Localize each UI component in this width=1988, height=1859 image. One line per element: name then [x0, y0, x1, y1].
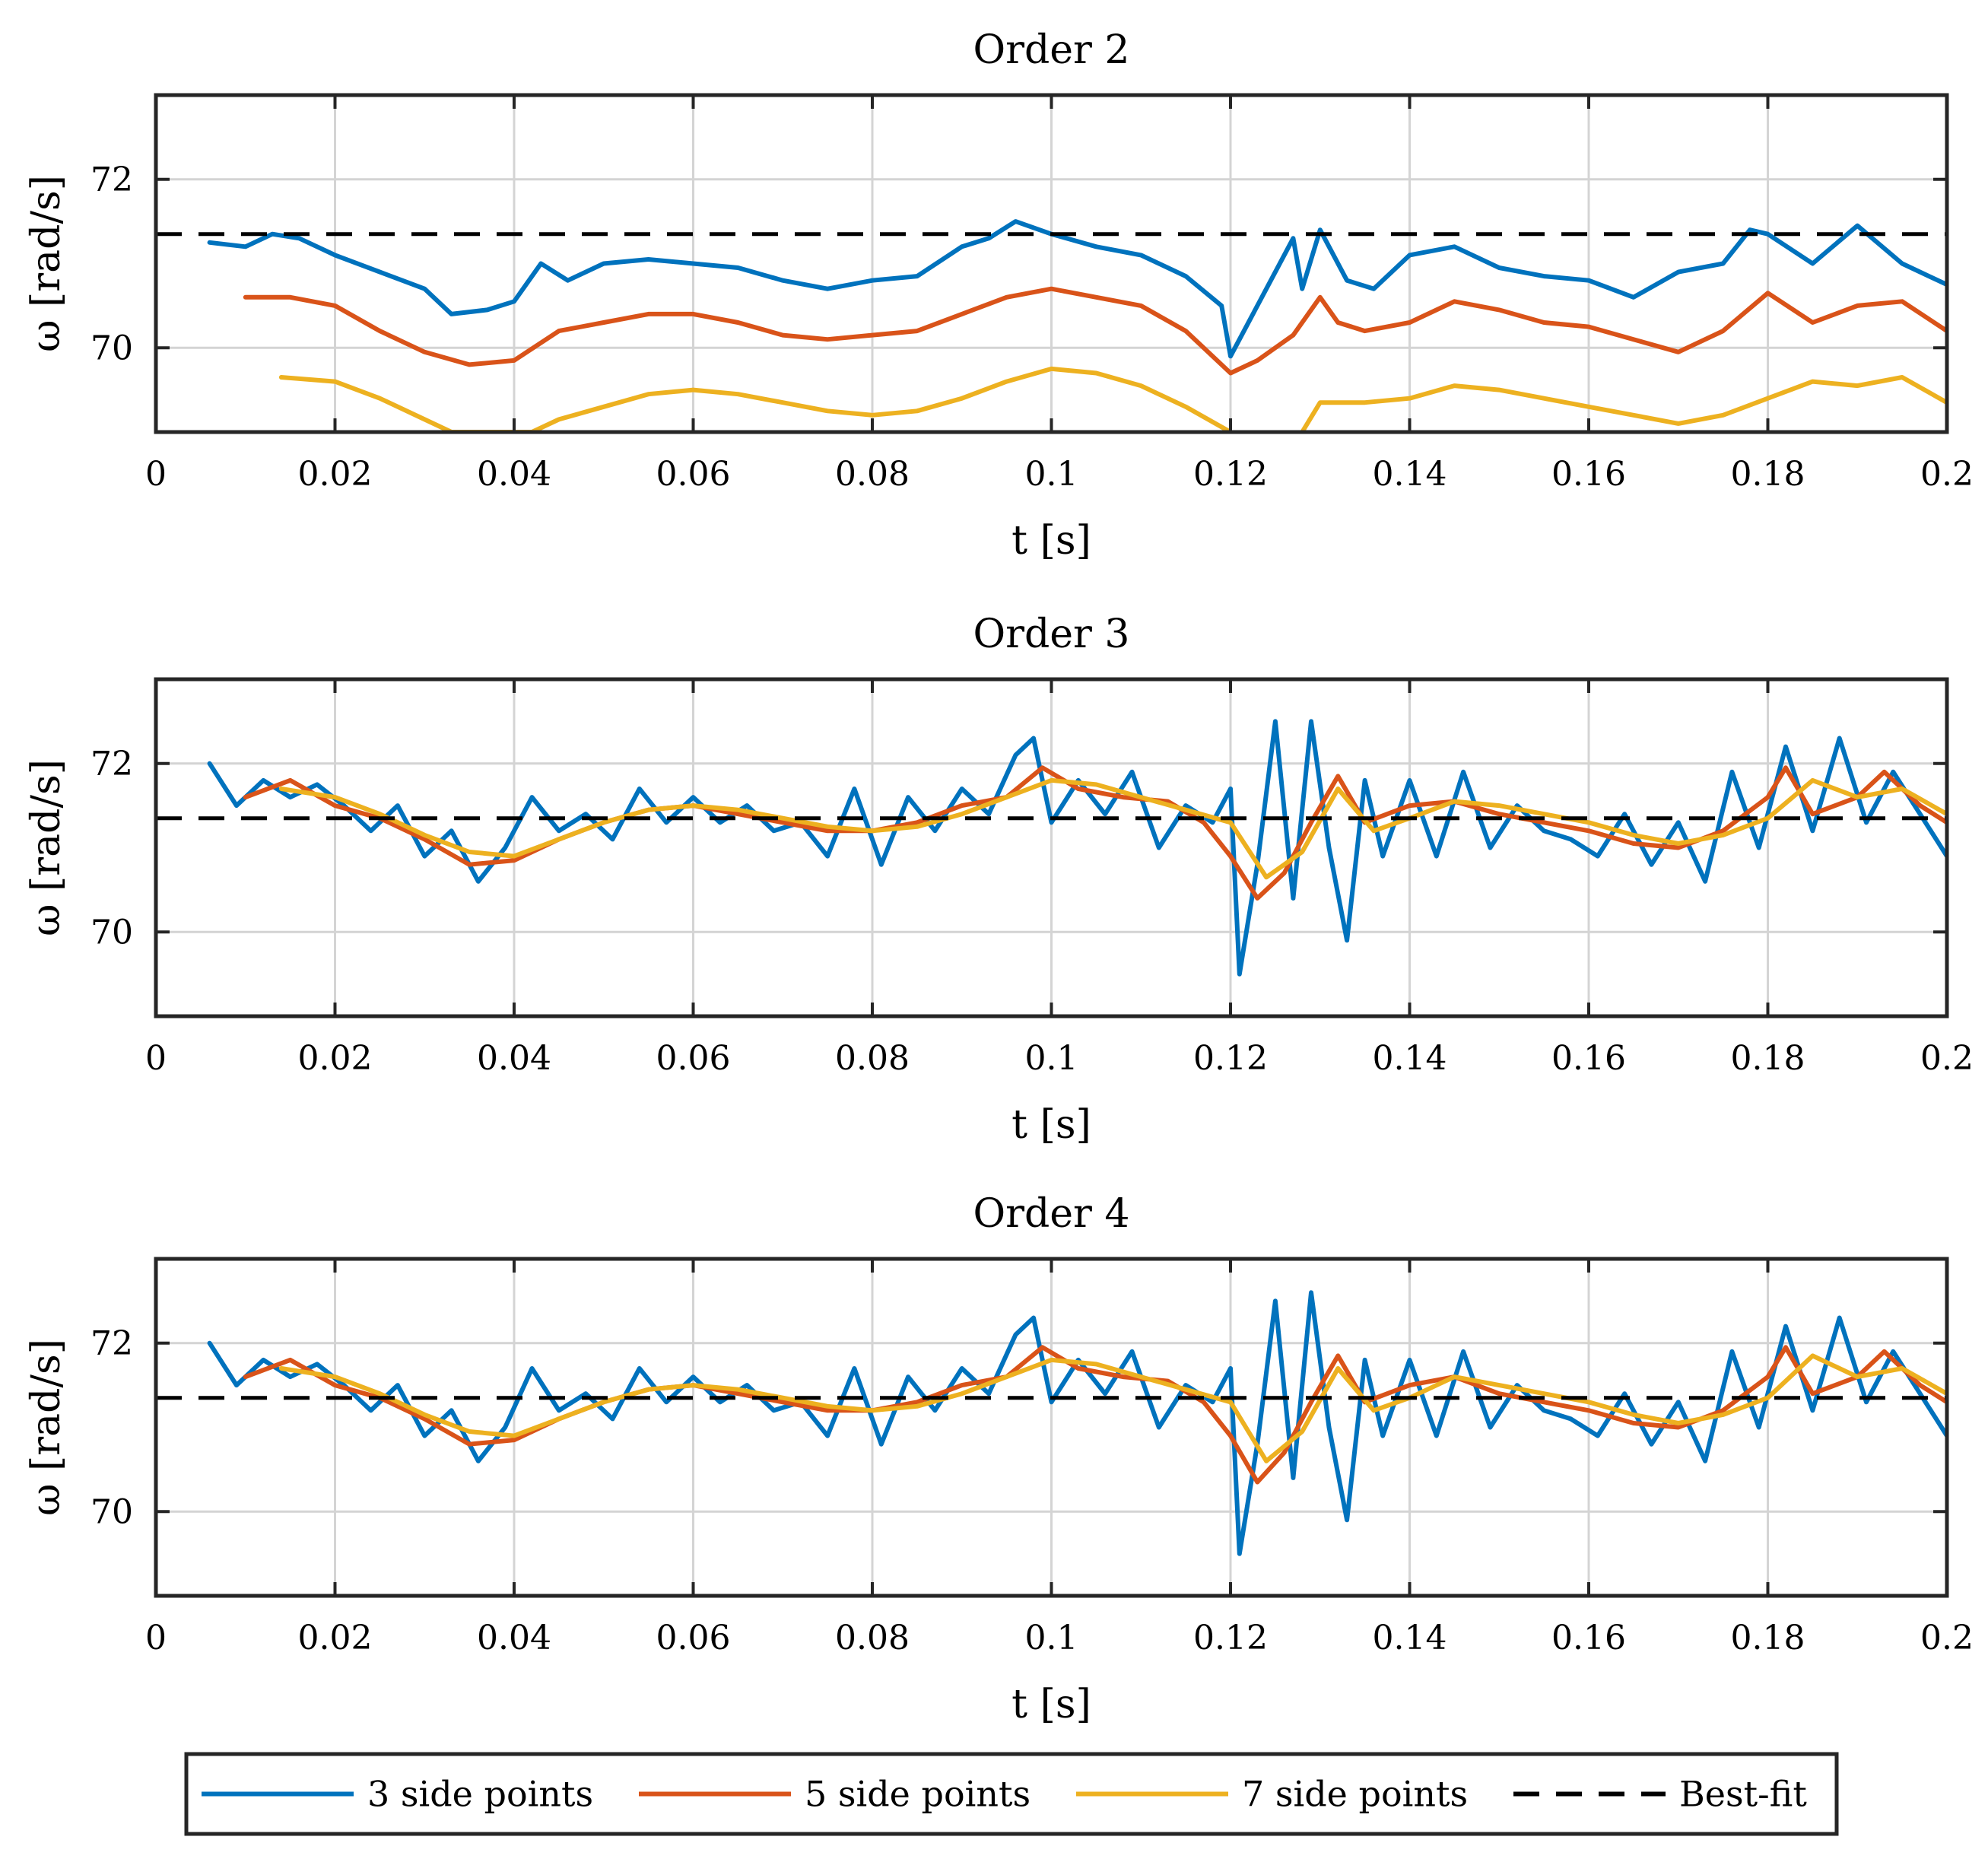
x-tick-label: 0.08 — [835, 455, 910, 494]
legend-label-1: 3 side points — [367, 1774, 593, 1815]
x-tick-label: 0.18 — [1731, 1619, 1805, 1657]
legend-label-4: Best-fit — [1679, 1774, 1807, 1815]
y-axis-label: ω [rad/s] — [24, 175, 69, 352]
x-tick-label: 0 — [145, 455, 167, 494]
x-axis-label: t [s] — [1011, 1102, 1091, 1148]
legend: 3 side points 5 side points 7 side points B… — [184, 1752, 1839, 1836]
series-line-5-side-points — [243, 765, 1947, 901]
x-tick-label: 0.18 — [1731, 1039, 1805, 1078]
series-group — [156, 219, 1947, 432]
x-tick-label: 0.18 — [1731, 455, 1805, 494]
x-tick-label: 0.12 — [1193, 1619, 1268, 1657]
x-tick-label: 0.02 — [298, 455, 373, 494]
series-line-5-side-points — [243, 1345, 1947, 1485]
x-tick-label: 0.06 — [656, 455, 731, 494]
y-tick-label: 72 — [91, 745, 133, 783]
chart-panel-2: 0 0.02 0.04 0.06 0.08 0.1 0.12 0.14 0.16 0.18 0.2 7… — [24, 612, 1974, 1148]
x-tick-label: 0.04 — [477, 1039, 551, 1078]
x-tick-label: 0.12 — [1193, 1039, 1268, 1078]
series-line-5-side-points — [243, 286, 1947, 376]
legend-label-2: 5 side points — [805, 1774, 1031, 1815]
x-tick-label: 0.1 — [1025, 455, 1078, 494]
x-tick-label: 0.08 — [835, 1039, 910, 1078]
chart-panel-3: 0 0.02 0.04 0.06 0.08 0.1 0.12 0.14 0.16 0.18 0.2 7… — [24, 1191, 1974, 1727]
x-tick-label: 0.2 — [1920, 455, 1974, 494]
series-line-7-side-points — [278, 1353, 1947, 1463]
y-axis-label: ω [rad/s] — [24, 1339, 69, 1516]
x-tick-label: 0.1 — [1025, 1039, 1078, 1078]
chart-title: Order 3 — [973, 612, 1129, 657]
x-axis-label: t [s] — [1011, 1682, 1091, 1727]
x-tick-label: 0 — [145, 1619, 167, 1657]
y-tick-label: 70 — [91, 329, 133, 367]
series-line-7-side-points — [278, 366, 1947, 432]
x-tick-label: 0.02 — [298, 1039, 373, 1078]
x-tick-label: 0.16 — [1551, 1619, 1626, 1657]
chart-title: Order 2 — [973, 27, 1129, 73]
x-tick-label: 0.12 — [1193, 455, 1268, 494]
x-tick-label: 0.06 — [656, 1039, 731, 1078]
x-tick-label: 0.06 — [656, 1619, 731, 1657]
series-line-3-side-points — [207, 219, 1947, 359]
chart-title: Order 4 — [973, 1191, 1129, 1237]
x-tick-label: 0.14 — [1373, 1039, 1447, 1078]
y-tick-label: 70 — [91, 913, 133, 952]
x-tick-label: 0 — [145, 1039, 167, 1078]
series-line-3-side-points — [207, 719, 1947, 977]
y-tick-label: 72 — [91, 1324, 133, 1363]
series-group — [156, 719, 1947, 977]
x-tick-label: 0.2 — [1920, 1039, 1974, 1078]
x-tick-label: 0.16 — [1551, 1039, 1626, 1078]
x-tick-label: 0.02 — [298, 1619, 373, 1657]
x-axis-label: t [s] — [1011, 518, 1091, 564]
chart-panel-1: 0 0.02 0.04 0.06 0.08 0.1 0.12 0.14 0.16 0.18 0.2 7… — [24, 27, 1974, 564]
legend-label-3: 7 side points — [1242, 1774, 1468, 1815]
series-group — [156, 1290, 1947, 1556]
x-tick-label: 0.2 — [1920, 1619, 1974, 1657]
x-tick-label: 0.04 — [477, 1619, 551, 1657]
series-line-7-side-points — [278, 777, 1947, 880]
x-tick-label: 0.16 — [1551, 455, 1626, 494]
x-tick-label: 0.04 — [477, 455, 551, 494]
x-tick-label: 0.14 — [1373, 1619, 1447, 1657]
y-axis-label: ω [rad/s] — [24, 759, 69, 936]
x-tick-label: 0.08 — [835, 1619, 910, 1657]
y-tick-label: 72 — [91, 160, 133, 199]
x-tick-label: 0.1 — [1025, 1619, 1078, 1657]
y-tick-label: 70 — [91, 1492, 133, 1531]
x-tick-label: 0.14 — [1373, 455, 1447, 494]
